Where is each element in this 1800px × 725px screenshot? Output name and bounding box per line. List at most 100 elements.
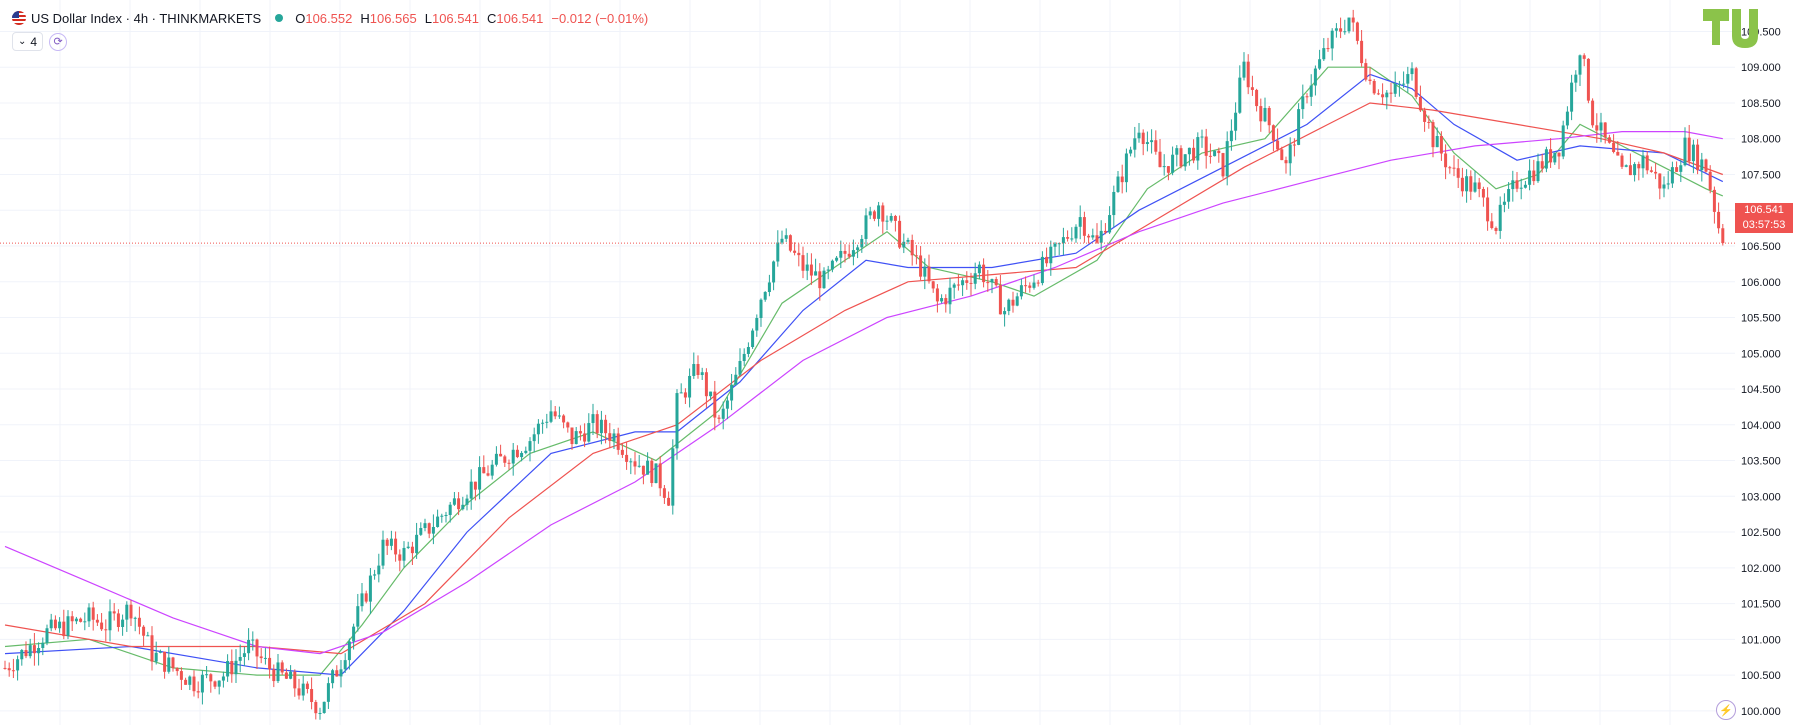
candle-body [1003, 311, 1007, 315]
candle-body [604, 419, 608, 434]
candle-body [360, 593, 364, 607]
symbol-title[interactable]: US Dollar Index · 4h · THINKMARKETS [31, 10, 262, 26]
candle-body [200, 674, 204, 693]
y-tick-label: 100.500 [1741, 670, 1781, 682]
candle-body [1330, 30, 1334, 49]
candle-body [1259, 106, 1263, 122]
candle-body [671, 448, 675, 506]
candle-body [1053, 243, 1057, 247]
lightning-icon[interactable]: ⚡ [1716, 700, 1736, 720]
candle-body [667, 497, 671, 506]
candle-body [352, 626, 356, 642]
candle-body [318, 712, 322, 714]
ohlc-values: O106.552 H106.565 L106.541 C106.541 −0.0… [295, 11, 648, 26]
candle-body [221, 676, 225, 681]
candle-body [927, 266, 931, 282]
candle-body [1452, 167, 1456, 169]
candle-body [1158, 151, 1162, 168]
candle-body [625, 454, 629, 462]
candle-body [1490, 221, 1494, 229]
candle-body [1637, 164, 1641, 169]
moving-average-line [4, 66, 1724, 676]
high-value: 106.565 [369, 10, 417, 26]
candle-body [965, 280, 969, 283]
candle-body [137, 617, 141, 627]
candle-body [247, 639, 251, 654]
moving-average-line [4, 73, 1724, 676]
candle-body [1221, 153, 1225, 177]
candle-body [133, 617, 137, 619]
open-label: O [295, 10, 306, 26]
candle-body [1591, 100, 1595, 126]
candle-body [184, 679, 188, 685]
candle-body [662, 488, 666, 498]
candle-body [902, 241, 906, 248]
candle-body [1515, 180, 1519, 189]
candle-body [683, 392, 687, 398]
candle-body [1095, 235, 1099, 243]
candle-body [276, 662, 280, 682]
candle-body [58, 621, 62, 629]
candle-body [473, 481, 477, 490]
candle-body [66, 616, 70, 637]
candle-body [532, 434, 536, 442]
candle-body [1208, 155, 1212, 157]
candle-body [24, 650, 28, 657]
candle-body [1183, 154, 1187, 167]
candle-body [402, 547, 406, 561]
candle-body [658, 463, 662, 489]
candle-body [919, 255, 923, 277]
candle-body [977, 264, 981, 274]
candle-body [646, 460, 650, 475]
candle-body [1649, 170, 1653, 172]
candle-body [1078, 217, 1082, 227]
candle-body [1166, 166, 1170, 173]
candle-body [1024, 285, 1028, 287]
candle-body [465, 498, 469, 505]
candle-body [263, 657, 267, 659]
candle-body [994, 279, 998, 286]
candle-body [893, 215, 897, 221]
candle-body [889, 215, 893, 221]
candle-body [562, 415, 566, 423]
candle-body [515, 449, 519, 458]
candle-body [872, 211, 876, 219]
y-tick-label: 108.500 [1741, 98, 1781, 110]
candle-body [511, 449, 515, 464]
candle-body [528, 441, 532, 451]
candle-body [751, 330, 755, 348]
candle-body [885, 220, 889, 222]
y-tick-label: 104.500 [1741, 384, 1781, 396]
candle-body [1469, 176, 1473, 192]
chart-grid [0, 0, 1735, 725]
candle-body [721, 408, 725, 419]
candle-body [1578, 55, 1582, 75]
candle-body [990, 279, 994, 283]
candle-body [1624, 165, 1628, 167]
candle-body [1486, 197, 1490, 222]
moving-average-line [4, 131, 1723, 655]
candle-body [1498, 204, 1502, 231]
candle-body [339, 669, 343, 677]
candle-body [818, 271, 822, 289]
sync-icon[interactable]: ⟳ [49, 32, 68, 51]
candle-body [847, 253, 851, 257]
candle-body [696, 364, 700, 376]
candle-body [1007, 299, 1011, 312]
candle-body [1061, 237, 1065, 244]
candle-body [998, 285, 1002, 315]
candle-body [709, 391, 713, 397]
candle-body [725, 400, 729, 409]
candle-body [616, 433, 620, 450]
close-label: C [486, 10, 497, 26]
candle-body [1536, 161, 1540, 182]
candle-body [238, 656, 242, 661]
candle-body [1561, 125, 1565, 157]
candle-body [620, 449, 624, 455]
candle-body [814, 271, 818, 276]
candle-body [1326, 48, 1330, 50]
candle-body [1334, 28, 1338, 31]
candle-body [1670, 167, 1674, 184]
indicator-toggle[interactable]: ⌄ 4 [12, 32, 44, 51]
